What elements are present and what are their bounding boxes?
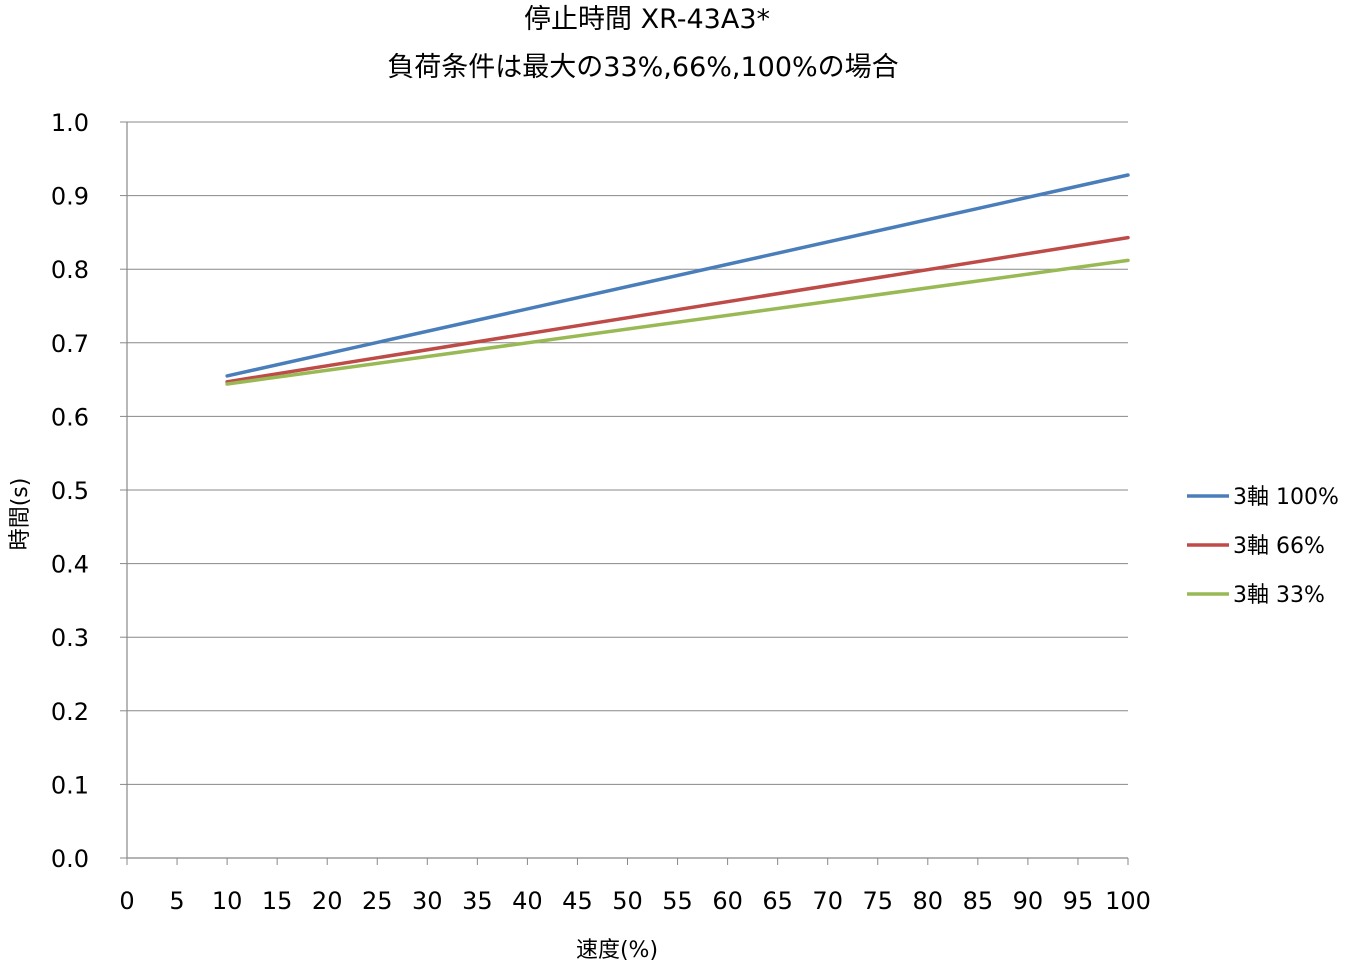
x-tick-label: 20 <box>312 887 343 915</box>
x-tick-label: 0 <box>119 887 134 915</box>
series-line-1 <box>225 173 1130 378</box>
y-tick-label: 0.4 <box>51 551 89 579</box>
x-tick-label: 40 <box>512 887 543 915</box>
y-tick-label: 0.3 <box>51 624 89 652</box>
x-tick-label: 45 <box>562 887 593 915</box>
x-tick-label: 65 <box>762 887 793 915</box>
x-tick-label: 50 <box>612 887 643 915</box>
x-tick-label: 15 <box>262 887 293 915</box>
x-tick-label: 10 <box>212 887 243 915</box>
legend-label-1: 3軸 100% <box>1233 485 1339 510</box>
series-line-2 <box>225 235 1130 384</box>
x-tick-label: 90 <box>1013 887 1044 915</box>
series-line-3 <box>225 258 1130 386</box>
legend-label-2: 3軸 66% <box>1233 534 1325 559</box>
y-tick-label: 0.0 <box>51 845 89 873</box>
y-tick-label: 0.9 <box>51 183 89 211</box>
y-tick-label: 0.1 <box>51 771 89 799</box>
x-tick-label: 70 <box>812 887 843 915</box>
y-tick-label: 0.2 <box>51 698 89 726</box>
y-tick-label: 0.5 <box>51 477 89 505</box>
x-tick-label: 35 <box>462 887 493 915</box>
x-tick-label: 75 <box>862 887 893 915</box>
x-tick-label: 95 <box>1063 887 1094 915</box>
y-tick-label: 0.6 <box>51 403 89 431</box>
x-tick-label: 55 <box>662 887 693 915</box>
x-tick-label: 80 <box>913 887 944 915</box>
y-tick-labels: 0.0 0.1 0.2 0.3 0.4 0.5 0.6 0.7 0.8 0.9 1.0 <box>51 109 127 873</box>
chart-title-line2: 負荷条件は最大の33%,66%,100%の場合 <box>387 52 898 83</box>
x-tick-label: 30 <box>412 887 443 915</box>
x-tick-label: 60 <box>712 887 743 915</box>
y-tick-label: 0.8 <box>51 256 89 284</box>
y-axis-label: 時間(s) <box>8 478 33 551</box>
y-tick-label: 0.7 <box>51 330 89 358</box>
x-axis-label: 速度(%) <box>576 938 658 962</box>
chart-title-line1: 停止時間 XR-43A3* <box>524 4 770 35</box>
x-tick-label: 100 <box>1105 887 1151 915</box>
legend: 3軸 100% 3軸 66% 3軸 33% <box>1187 485 1339 608</box>
legend-label-3: 3軸 33% <box>1233 583 1325 608</box>
x-tick-label: 25 <box>362 887 393 915</box>
x-tick-labels: 0 5 10 15 20 25 30 35 40 45 50 55 60 65 70 75 80 85 90 95 10… <box>119 858 1151 915</box>
series-lines <box>225 173 1130 386</box>
grid-lines <box>127 121 1128 785</box>
x-tick-label: 5 <box>169 887 184 915</box>
y-tick-label: 1.0 <box>51 109 89 137</box>
x-tick-label: 85 <box>963 887 994 915</box>
